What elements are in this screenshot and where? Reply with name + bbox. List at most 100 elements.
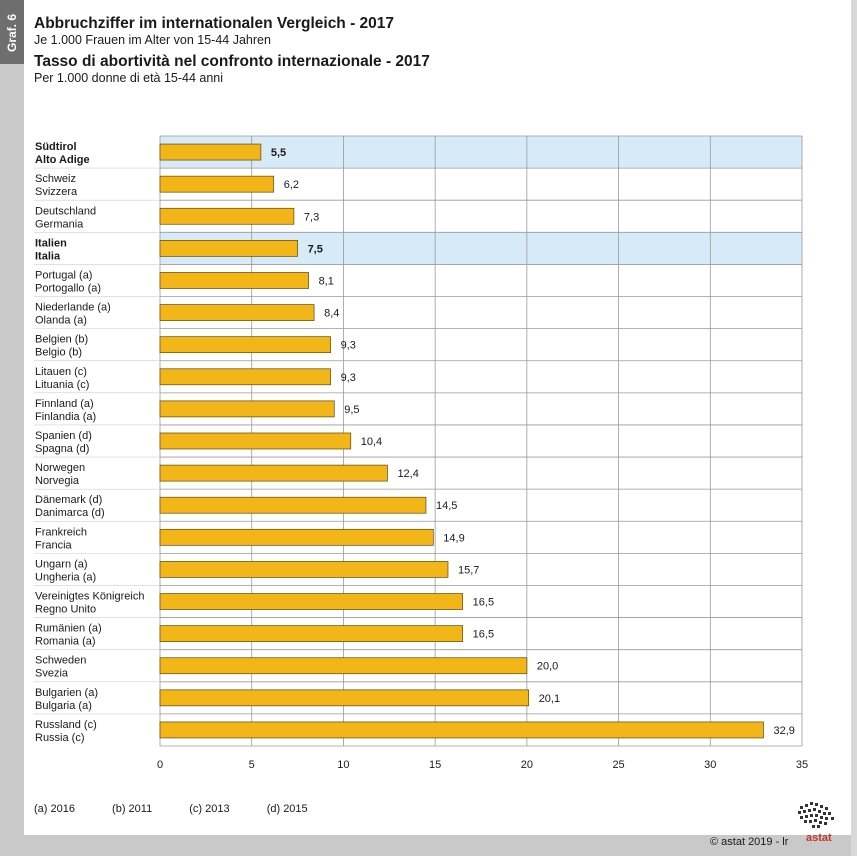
- astat-logo-icon: [798, 802, 834, 828]
- value-label: 9,3: [341, 372, 356, 384]
- category-label-it: Svezia: [35, 668, 69, 680]
- value-label: 14,5: [436, 500, 457, 512]
- category-label-de: Rumänien (a): [35, 623, 102, 635]
- category-label-it: Bulgaria (a): [35, 700, 92, 712]
- subtitle-it: Per 1.000 donne di età 15-44 anni: [34, 71, 224, 85]
- bar: [159, 240, 298, 257]
- category-label-it: Germania: [35, 218, 84, 230]
- bar: [159, 336, 331, 354]
- category-label-it: Norvegia: [35, 475, 80, 487]
- x-tick-label: 0: [157, 759, 163, 771]
- category-label-de: Niederlande (a): [35, 302, 111, 314]
- value-label: 8,4: [324, 308, 339, 320]
- value-label: 9,3: [341, 340, 356, 352]
- bar: [159, 432, 352, 450]
- category-label-it: Svizzera: [35, 186, 78, 198]
- x-tick-label: 20: [521, 759, 533, 771]
- bar: [159, 593, 464, 610]
- bar: [159, 207, 295, 225]
- category-label-de: Vereinigtes Königreich: [35, 591, 144, 603]
- footnote-b: (b) 2011: [112, 803, 153, 815]
- value-label: 8,1: [319, 275, 334, 287]
- x-tick-label: 30: [704, 759, 716, 771]
- title-de: Abbruchziffer im internationalen Verglei…: [34, 15, 395, 32]
- bottom-frame-bar: [0, 835, 857, 856]
- bar: [159, 657, 528, 675]
- category-label-it: Alto Adige: [35, 154, 90, 166]
- value-label: 7,5: [308, 243, 323, 255]
- category-label-it: Portogallo (a): [35, 282, 101, 294]
- value-label: 16,5: [473, 597, 494, 609]
- x-tick-label: 10: [337, 759, 349, 771]
- category-label-de: Deutschland: [35, 205, 96, 217]
- footnotes: (a) 2016 (b) 2011 (c) 2013 (d) 2015: [34, 803, 342, 815]
- category-label-de: Schweden: [35, 655, 86, 667]
- value-label: 10,4: [361, 436, 382, 448]
- category-label-it: Russia (c): [35, 732, 85, 744]
- category-label-it: Danimarca (d): [35, 507, 105, 519]
- category-label-de: Italien: [35, 237, 67, 249]
- chart-titles: Abbruchziffer im internationalen Verglei…: [34, 14, 430, 86]
- x-tick-label: 15: [429, 759, 441, 771]
- bar: [159, 496, 427, 514]
- value-label: 9,5: [344, 404, 359, 416]
- bar: [159, 721, 764, 739]
- bar: [159, 272, 309, 289]
- value-label: 6,2: [284, 179, 299, 191]
- bar: [159, 689, 530, 707]
- category-label-it: Olanda (a): [35, 315, 87, 327]
- subtitle-de: Je 1.000 Frauen im Alter von 15-44 Jahre…: [34, 33, 271, 47]
- category-label-de: Ungarn (a): [35, 558, 88, 570]
- value-label: 5,5: [271, 147, 286, 159]
- footnote-d: (d) 2015: [266, 803, 308, 815]
- footnote-c: (c) 2013: [189, 803, 230, 815]
- footnote-a: (a) 2016: [34, 803, 75, 815]
- category-label-de: Frankreich: [35, 526, 87, 538]
- graf-tab: Graf. 6: [0, 0, 24, 64]
- category-label-de: Spanien (d): [35, 430, 92, 442]
- category-label-it: Spagna (d): [35, 443, 89, 455]
- bar: [159, 368, 331, 386]
- category-label-de: Litauen (c): [35, 366, 87, 378]
- category-label-it: Finlandia (a): [35, 411, 96, 423]
- value-label: 20,0: [537, 661, 558, 673]
- value-label: 7,3: [304, 211, 319, 223]
- x-tick-label: 5: [249, 759, 255, 771]
- value-label: 32,9: [773, 725, 794, 737]
- bar: [159, 625, 464, 642]
- category-label-it: Italia: [35, 250, 61, 262]
- category-label-de: Belgien (b): [35, 334, 88, 346]
- category-label-it: Belgio (b): [35, 347, 82, 359]
- category-label-de: Südtirol: [35, 141, 77, 153]
- right-frame-bar: [851, 0, 857, 856]
- value-label: 15,7: [458, 564, 479, 576]
- credit: © astat 2019 - lr: [710, 836, 789, 848]
- bar: [159, 143, 262, 161]
- bar: [159, 175, 275, 193]
- category-label-de: Dänemark (d): [35, 494, 102, 506]
- category-label-it: Lituania (c): [35, 379, 89, 391]
- x-tick-label: 25: [612, 759, 624, 771]
- highlight-row: [160, 136, 802, 169]
- bar: [159, 528, 434, 546]
- bar: [159, 464, 388, 482]
- left-frame-bar: [0, 0, 24, 856]
- category-label-de: Norwegen: [35, 462, 85, 474]
- category-label-it: Romania (a): [35, 636, 96, 648]
- value-label: 16,5: [473, 629, 494, 641]
- category-label-it: Ungheria (a): [35, 571, 96, 583]
- title-it: Tasso di abortività nel confronto intern…: [34, 53, 430, 70]
- category-label-de: Finnland (a): [35, 398, 94, 410]
- category-label-de: Portugal (a): [35, 269, 92, 281]
- category-label-de: Schweiz: [35, 173, 76, 185]
- category-label-de: Russland (c): [35, 719, 97, 731]
- value-label: 20,1: [539, 693, 560, 705]
- bar: [159, 400, 335, 418]
- category-label-it: Regno Unito: [35, 604, 96, 616]
- value-label: 14,9: [443, 532, 464, 544]
- bar: [159, 561, 449, 578]
- logo-text: astat: [806, 832, 832, 844]
- value-label: 12,4: [397, 468, 418, 480]
- category-label-de: Bulgarien (a): [35, 687, 98, 699]
